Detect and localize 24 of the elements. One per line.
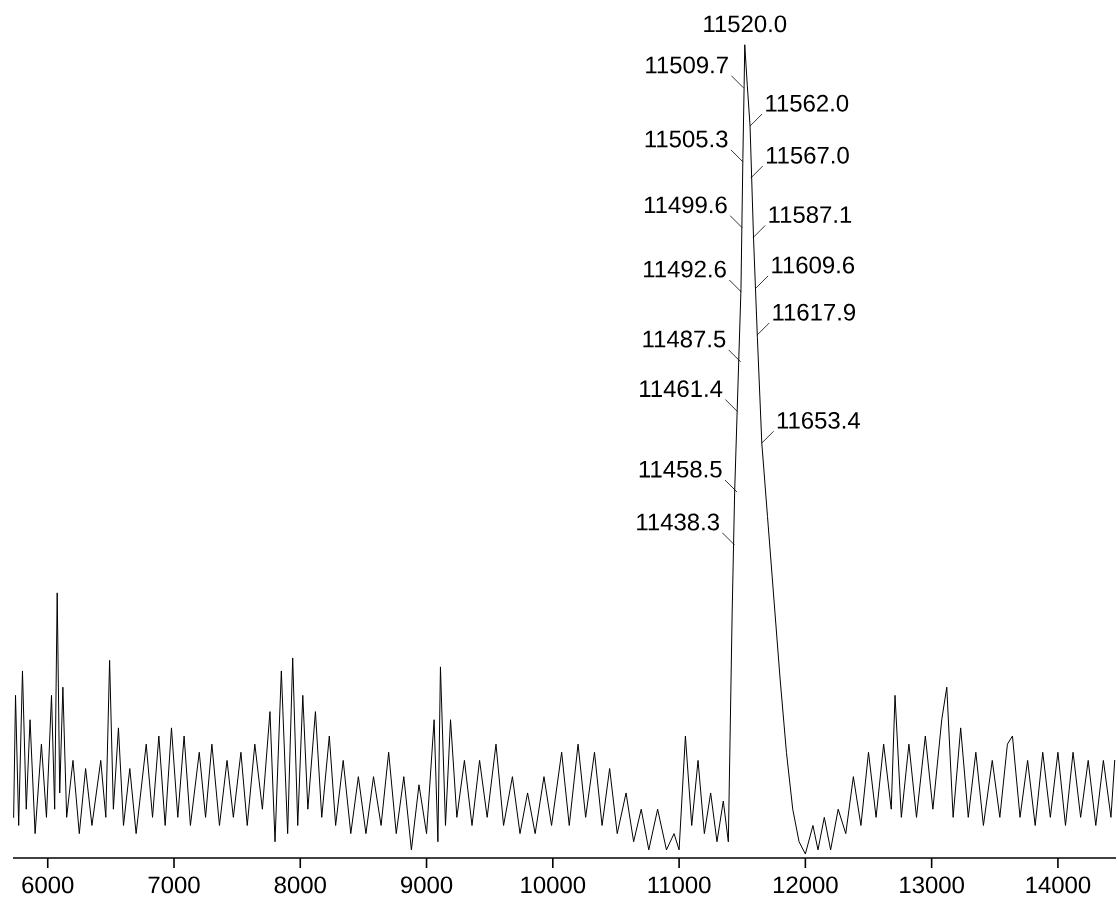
annotation: 11438.3 (637, 513, 719, 531)
annotation: 11492.6 (644, 260, 726, 278)
annotation: 11509.7 (646, 56, 728, 74)
annotation: 11458.5 (639, 460, 722, 478)
annotation: 11617.9 (773, 303, 856, 321)
x-tick-label: 10000 (521, 876, 586, 894)
annotation: 11520.0 (704, 15, 787, 33)
x-tick-label: 14000 (1026, 876, 1091, 894)
x-tick-label: 7000 (148, 876, 200, 894)
annotation: 11505.3 (645, 130, 728, 148)
x-tick-label: 13000 (900, 876, 964, 894)
annotation: 11499.6 (644, 196, 727, 214)
annotation: 11567.0 (766, 146, 849, 164)
x-tick-label: 9000 (401, 876, 453, 894)
annotation: 11609.6 (772, 256, 855, 274)
annotation: 11653.4 (777, 411, 860, 429)
x-tick-label: 8000 (274, 876, 326, 894)
x-tick-label: 6000 (22, 876, 74, 894)
annotation: 11487.5 (643, 330, 726, 348)
x-tick-label: 12000 (773, 876, 838, 894)
x-tick-label: 11000 (648, 876, 711, 894)
annotation: 11562.0 (766, 94, 849, 112)
annotation: 11461.4 (640, 380, 723, 398)
annotation: 11587.1 (769, 206, 852, 224)
